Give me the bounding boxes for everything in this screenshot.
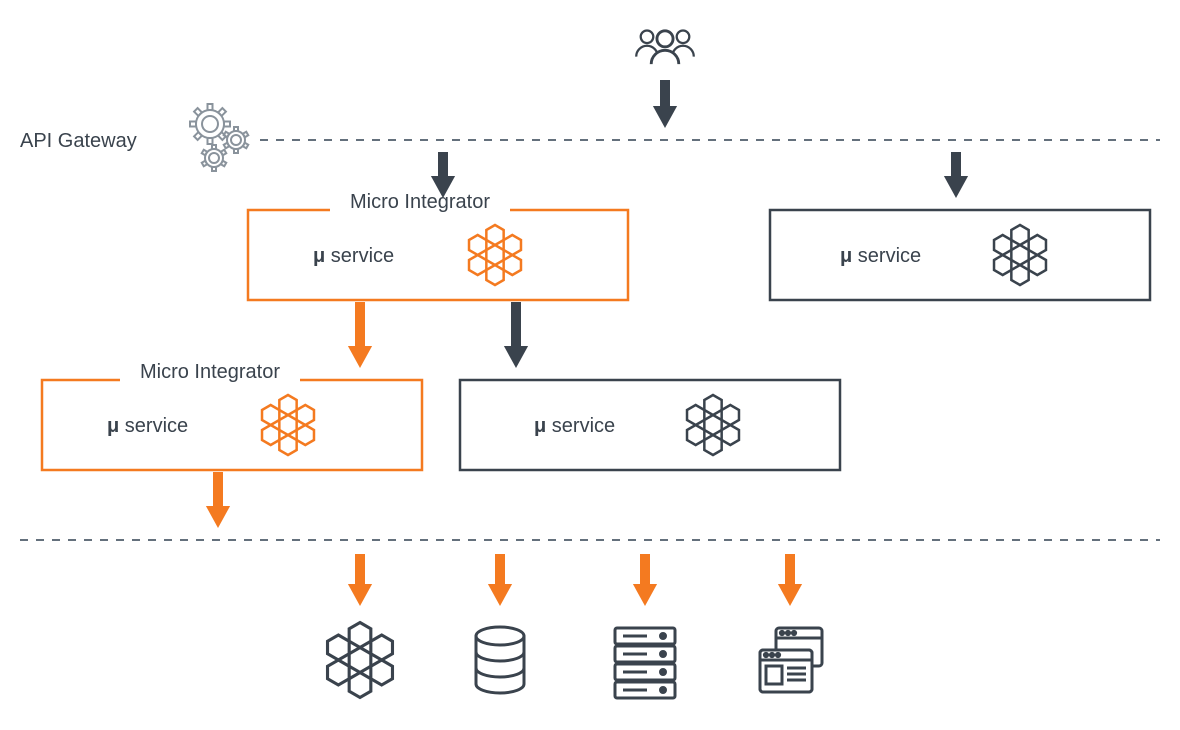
service-box: μ service [460, 380, 840, 470]
service-box: Micro Integrator μ service [248, 191, 628, 300]
mu-service-label: μ service [840, 245, 921, 267]
micro-integrator-title: Micro Integrator [350, 191, 490, 213]
gears-icon [190, 104, 248, 171]
mu-service-label: μ service [534, 415, 615, 437]
arrow-a_b3 [633, 554, 657, 606]
arrow-a_b4 [778, 554, 802, 606]
arrow-a_users_down [653, 80, 677, 128]
microservice-hex-icon [687, 395, 739, 455]
micro-integrator-title: Micro Integrator [140, 361, 280, 383]
arrow-a_mi_to_mi [348, 302, 372, 368]
service-box: μ service [770, 210, 1150, 300]
api-gateway-label: API Gateway [20, 130, 137, 152]
microservice-hex-icon [994, 225, 1046, 285]
mu-service-label: μ service [313, 245, 394, 267]
arrow-a_top_right [944, 152, 968, 198]
mu-service-label: μ service [107, 415, 188, 437]
service-box: Micro Integrator μ service [42, 361, 422, 470]
arrow-a_mi_to_svc [504, 302, 528, 368]
arrow-a_mi2_down [206, 472, 230, 528]
servers-icon [615, 628, 675, 698]
microservice-hex-icon [469, 225, 521, 285]
database-icon [476, 627, 524, 693]
diagram-canvas: API Gateway Micro Integrator μ service μ se… [0, 0, 1180, 730]
arrow-a_b1 [348, 554, 372, 606]
microservice-hex-icon [262, 395, 314, 455]
arrow-a_b2 [488, 554, 512, 606]
webpages-icon [760, 628, 822, 692]
microservice-cluster-icon [328, 623, 393, 698]
users-icon [636, 31, 694, 67]
